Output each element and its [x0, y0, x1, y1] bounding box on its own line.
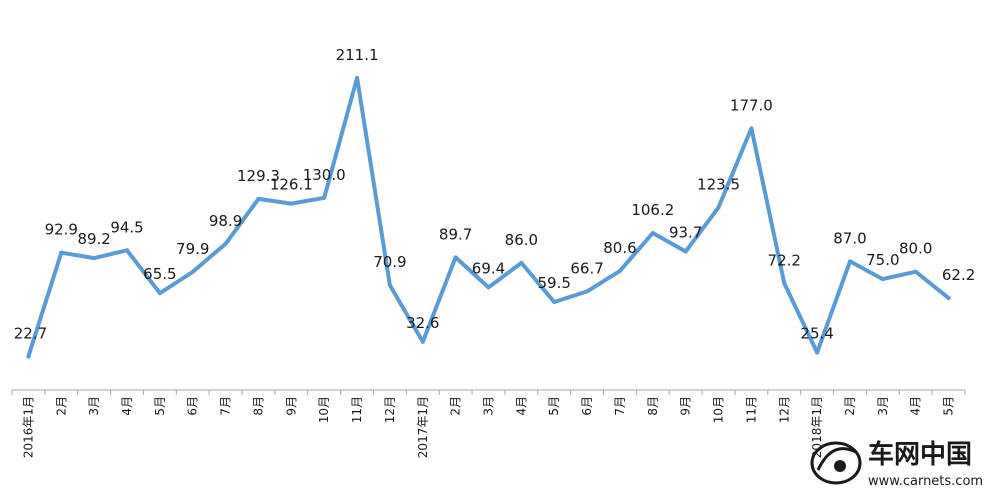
carnets-logo-icon	[810, 441, 862, 485]
data-point	[552, 300, 557, 305]
series-line	[26, 75, 951, 359]
data-label: 80.0	[899, 240, 932, 258]
data-label: 89.7	[439, 225, 472, 243]
data-label: 98.9	[209, 212, 242, 230]
x-tick-label: 2月	[449, 396, 463, 416]
data-label: 92.9	[45, 221, 78, 239]
data-point	[125, 248, 130, 253]
x-axis-ticks	[11, 390, 966, 395]
data-label: 93.7	[669, 223, 702, 241]
data-point	[289, 201, 294, 206]
data-labels: 22.7 92.989.294.5 65.579.998.9 129.3126.113…	[14, 46, 976, 343]
x-tick-label: 12月	[777, 396, 791, 423]
data-point	[880, 277, 885, 282]
data-label: 59.5	[538, 274, 571, 292]
data-label: 177.0	[730, 96, 773, 114]
data-point	[223, 241, 228, 246]
data-point	[59, 250, 64, 255]
data-point	[190, 269, 195, 274]
data-point	[453, 255, 458, 260]
data-label: 32.6	[406, 314, 439, 332]
x-tick-label: 7月	[613, 396, 627, 416]
data-point	[847, 259, 852, 264]
data-label: 106.2	[631, 201, 674, 219]
data-point	[157, 291, 162, 296]
x-tick-label: 5月	[547, 396, 561, 416]
x-tick-label: 2月	[843, 396, 857, 416]
watermark: 车网中国 www.carnets.com	[810, 439, 983, 489]
data-label: 129.3	[237, 167, 280, 185]
data-label: 79.9	[176, 240, 209, 258]
data-point	[683, 249, 688, 254]
x-tick-label: 6月	[186, 396, 200, 416]
data-point	[420, 339, 425, 344]
x-tick-label: 9月	[679, 396, 693, 416]
data-label: 126.1	[270, 176, 313, 194]
data-label: 62.2	[942, 266, 975, 284]
data-label: 211.1	[336, 46, 379, 64]
data-label: 66.7	[570, 259, 603, 277]
x-tick-label: 9月	[284, 396, 298, 416]
data-point	[617, 268, 622, 273]
data-point	[650, 231, 655, 236]
data-point	[946, 296, 951, 301]
x-tick-label: 3月	[482, 396, 496, 416]
data-label: 22.7	[14, 324, 47, 342]
data-label: 72.2	[768, 251, 801, 269]
data-point	[322, 195, 327, 200]
x-tick-label: 4月	[120, 396, 134, 416]
x-tick-label: 10月	[317, 396, 331, 423]
data-point	[749, 126, 754, 131]
x-tick-label: 2月	[54, 396, 68, 416]
x-tick-label: 2017年1月	[416, 396, 430, 458]
x-tick-label: 4月	[909, 396, 923, 416]
x-tick-label: 5月	[942, 396, 956, 416]
data-point	[387, 283, 392, 288]
x-tick-label: 7月	[219, 396, 233, 416]
data-label: 94.5	[110, 218, 143, 236]
data-point	[355, 75, 360, 80]
data-label: 87.0	[833, 229, 866, 247]
data-label: 75.0	[866, 251, 899, 269]
x-tick-label: 12月	[383, 396, 397, 423]
data-point	[913, 269, 918, 274]
watermark-url: www.carnets.com	[868, 474, 983, 489]
data-label: 69.4	[472, 259, 505, 277]
data-label: 70.9	[373, 253, 406, 271]
x-tick-label: 2018年1月	[810, 396, 824, 458]
data-point	[92, 256, 97, 261]
x-tick-label: 8月	[646, 396, 660, 416]
x-tick-label: 2016年1月	[21, 396, 35, 458]
data-point	[26, 354, 31, 359]
data-point	[716, 205, 721, 210]
data-label: 80.6	[603, 239, 636, 257]
data-point	[815, 350, 820, 355]
data-point	[519, 260, 524, 265]
data-point	[585, 289, 590, 294]
data-point	[486, 285, 491, 290]
data-label: 65.5	[143, 265, 176, 283]
x-tick-label: 11月	[350, 396, 364, 423]
x-tick-label: 3月	[87, 396, 101, 416]
data-point	[256, 196, 261, 201]
data-label: 86.0	[505, 231, 538, 249]
x-tick-label: 3月	[876, 396, 890, 416]
data-label: 25.4	[800, 324, 833, 342]
x-tick-label: 8月	[251, 396, 265, 416]
data-points	[26, 75, 951, 359]
watermark-brand: 车网中国	[868, 439, 972, 470]
data-label: 123.5	[697, 175, 740, 193]
data-label: 130.0	[303, 166, 346, 184]
data-label: 89.2	[77, 230, 110, 248]
x-tick-label: 5月	[153, 396, 167, 416]
x-tick-label: 11月	[744, 396, 758, 423]
x-tick-label: 10月	[712, 396, 726, 423]
data-point	[782, 281, 787, 286]
x-axis-labels: 2016年1月 2月 3月 4月 5月 6月 7月 8月 9月 10月 11月 12月 2017年1月 2…	[21, 396, 955, 458]
x-tick-label: 6月	[580, 396, 594, 416]
x-tick-label: 4月	[514, 396, 528, 416]
